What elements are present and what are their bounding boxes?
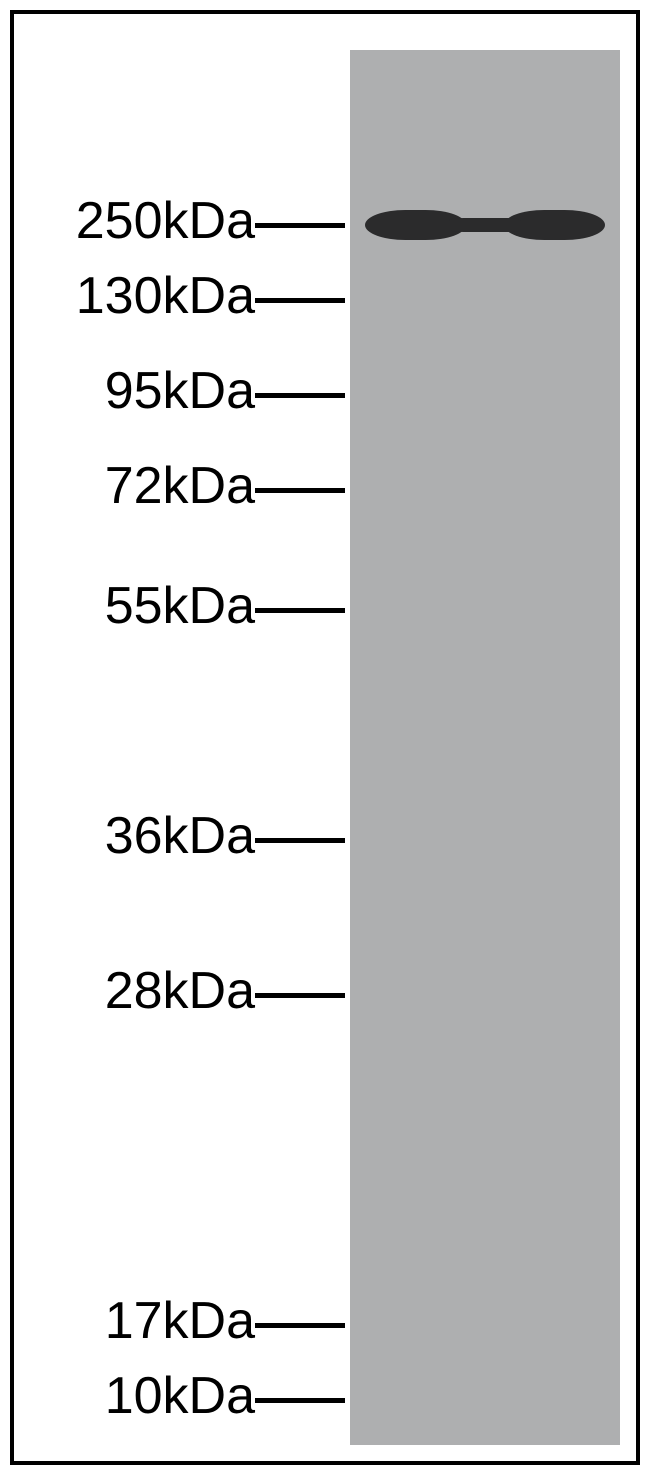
marker-label: 28kDa xyxy=(75,961,255,1021)
marker-tick xyxy=(255,608,345,613)
marker-label: 55kDa xyxy=(75,576,255,636)
marker-tick xyxy=(255,838,345,843)
blot-lane xyxy=(350,50,620,1445)
marker-label: 72kDa xyxy=(75,456,255,516)
band-middle xyxy=(449,218,521,231)
marker-tick xyxy=(255,223,345,228)
marker-tick xyxy=(255,488,345,493)
marker-label: 250kDa xyxy=(40,191,255,251)
marker-label: 17kDa xyxy=(75,1291,255,1351)
marker-label: 10kDa xyxy=(75,1366,255,1426)
marker-label: 95kDa xyxy=(75,361,255,421)
marker-label: 130kDa xyxy=(40,266,255,326)
marker-tick xyxy=(255,1323,345,1328)
marker-tick xyxy=(255,298,345,303)
marker-tick xyxy=(255,993,345,998)
marker-tick xyxy=(255,1398,345,1403)
marker-tick xyxy=(255,393,345,398)
marker-label: 36kDa xyxy=(75,806,255,866)
